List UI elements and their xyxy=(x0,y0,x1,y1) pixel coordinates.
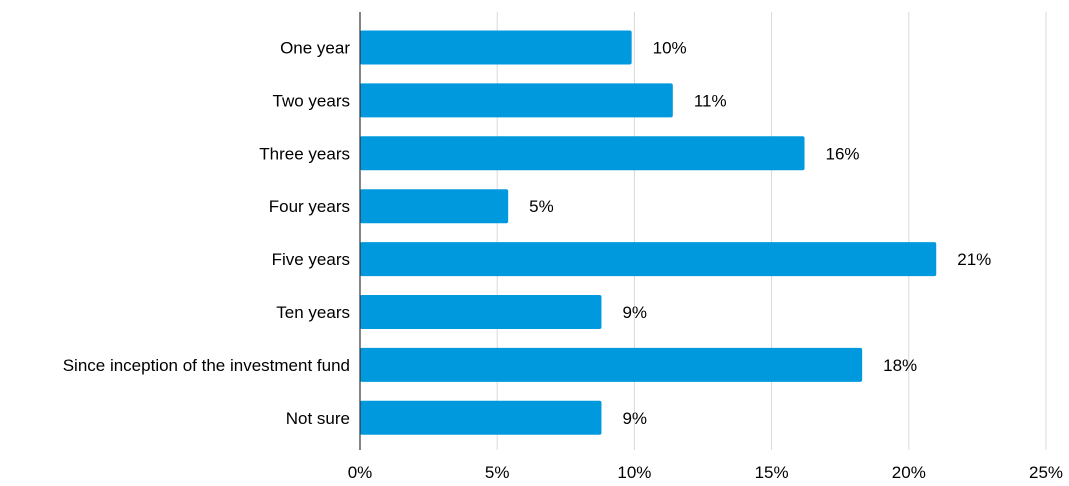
bars xyxy=(360,30,937,435)
category-label: Two years xyxy=(273,91,350,110)
category-label: Five years xyxy=(272,250,350,269)
x-tick-label: 25% xyxy=(1029,463,1063,481)
x-tick-label: 5% xyxy=(485,463,510,481)
data-label: 10% xyxy=(653,39,687,58)
category-label: Since inception of the investment fund xyxy=(63,356,350,375)
x-tick-label: 15% xyxy=(755,463,789,481)
bar xyxy=(360,136,805,171)
gridlines xyxy=(496,12,1047,450)
data-label: 16% xyxy=(826,144,860,163)
bar xyxy=(360,83,673,118)
x-tick-label: 0% xyxy=(348,463,373,481)
bar xyxy=(360,400,602,435)
category-label: Three years xyxy=(259,144,350,163)
x-tick-label: 10% xyxy=(617,463,651,481)
category-labels: One year Two years Three years Four years Fi… xyxy=(63,39,351,428)
x-tick-label: 20% xyxy=(892,463,926,481)
bar xyxy=(360,242,937,277)
data-label: 9% xyxy=(622,409,647,428)
data-labels: 10% 11% 16% 5% 21% 9% 18% 9% xyxy=(529,39,991,428)
bar xyxy=(360,30,632,65)
data-label: 5% xyxy=(529,197,554,216)
data-label: 18% xyxy=(883,356,917,375)
category-label: Ten years xyxy=(276,303,350,322)
category-label: Four years xyxy=(269,197,350,216)
x-tick-labels: 0% 5% 10% 15% 20% 25% xyxy=(348,463,1063,482)
bar xyxy=(360,295,602,329)
category-label: Not sure xyxy=(286,409,350,428)
bar xyxy=(360,347,863,382)
category-label: One year xyxy=(280,39,350,58)
data-label: 9% xyxy=(622,303,647,322)
data-label: 21% xyxy=(957,250,991,269)
bar xyxy=(360,189,509,224)
data-label: 11% xyxy=(694,91,727,110)
